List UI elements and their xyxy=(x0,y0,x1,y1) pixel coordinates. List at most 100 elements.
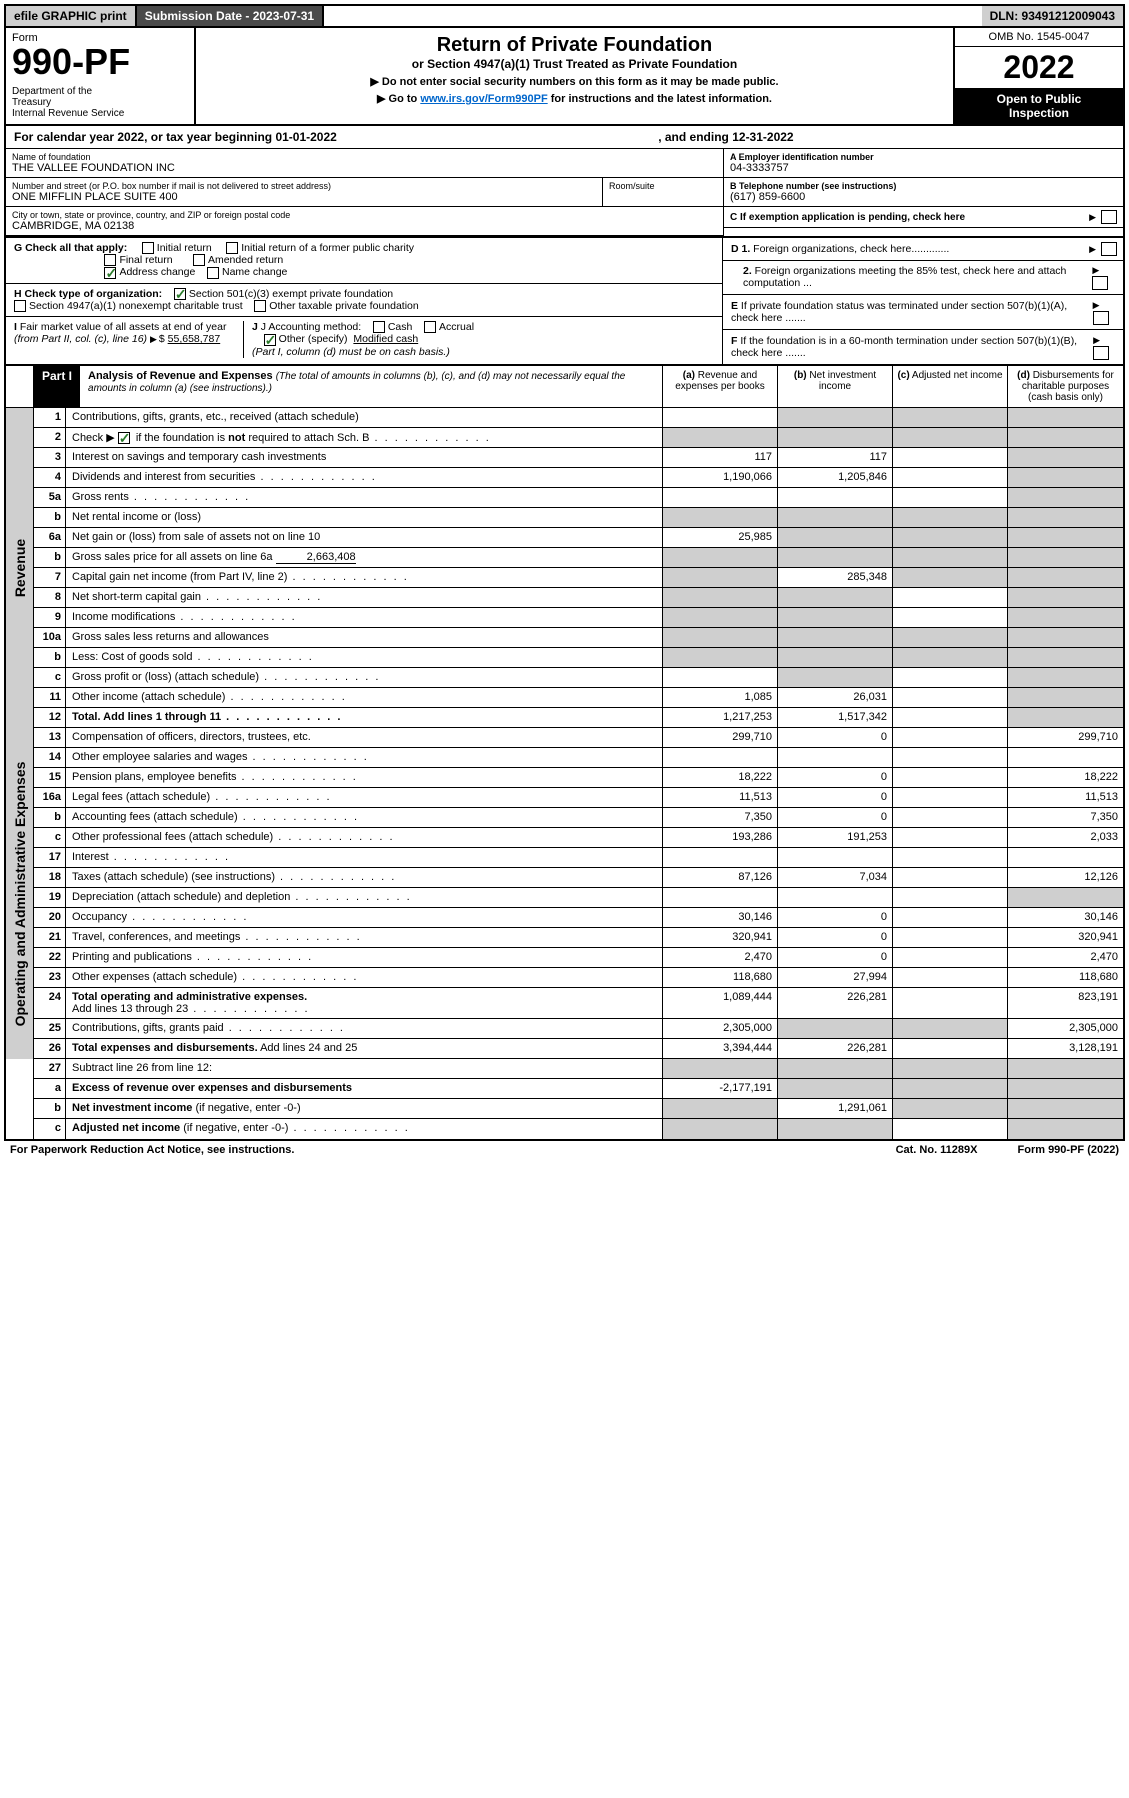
c-label: C If exemption application is pending, c… xyxy=(730,212,965,223)
instr-pre: ▶ Go to xyxy=(377,93,420,105)
footer-left: For Paperwork Reduction Act Notice, see … xyxy=(10,1144,294,1156)
ij-row: I Fair market value of all assets at end… xyxy=(6,317,722,361)
name-cell: Name of foundation THE VALLEE FOUNDATION… xyxy=(6,149,723,178)
phone-label: B Telephone number (see instructions) xyxy=(730,181,1117,191)
room-label: Room/suite xyxy=(609,181,717,191)
part-i-header-row: Part I Analysis of Revenue and Expenses … xyxy=(6,366,1123,408)
arrow-icon xyxy=(1092,264,1101,276)
expenses-side: Operating and Administrative Expenses xyxy=(6,728,34,1059)
j-cell: J J Accounting method: Cash Accrual Othe… xyxy=(244,321,714,357)
col-c-head: (c) Adjusted net income xyxy=(893,366,1008,407)
g-name-chk[interactable] xyxy=(207,267,219,279)
h-501c3: Section 501(c)(3) exempt private foundat… xyxy=(189,288,393,300)
ein-cell: A Employer identification number 04-3333… xyxy=(724,149,1123,178)
checks-section: G Check all that apply: Initial return I… xyxy=(6,238,1123,364)
j-cash: Cash xyxy=(388,321,413,333)
addr-label: Number and street (or P.O. box number if… xyxy=(12,181,596,191)
row-19: 19Depreciation (attach schedule) and dep… xyxy=(34,888,1123,908)
form-link[interactable]: www.irs.gov/Form990PF xyxy=(420,93,547,105)
j-other-chk[interactable] xyxy=(264,334,276,346)
col-a-head: (a) Revenue and expenses per books xyxy=(663,366,778,407)
tax-year: 2022 xyxy=(955,47,1123,88)
g-label: G Check all that apply: xyxy=(14,242,127,254)
g-address-chk[interactable] xyxy=(104,267,116,279)
address-cell: Number and street (or P.O. box number if… xyxy=(6,178,603,207)
f-row: F If the foundation is in a 60-month ter… xyxy=(723,330,1123,364)
row-6a: 6aNet gain or (loss) from sale of assets… xyxy=(34,528,1123,548)
row-12: 12Total. Add lines 1 through 111,217,253… xyxy=(34,708,1123,728)
j-cash-chk[interactable] xyxy=(373,321,385,333)
row-24: 24Total operating and administrative exp… xyxy=(34,988,1123,1019)
form-title: Return of Private Foundation xyxy=(206,34,943,57)
row-27a: aExcess of revenue over expenses and dis… xyxy=(34,1079,1123,1099)
room-cell: Room/suite xyxy=(603,178,723,207)
department: Department of theTreasuryInternal Revenu… xyxy=(12,86,188,119)
i-cell: I Fair market value of all assets at end… xyxy=(14,321,244,357)
row-20: 20Occupancy30,146030,146 xyxy=(34,908,1123,928)
c-exemption-cell: C If exemption application is pending, c… xyxy=(724,207,1123,228)
page-footer: For Paperwork Reduction Act Notice, see … xyxy=(4,1141,1125,1159)
calendar-year-row: For calendar year 2022, or tax year begi… xyxy=(6,126,1123,149)
ein-label: A Employer identification number xyxy=(730,152,1117,162)
open-public: Open to PublicInspection xyxy=(955,88,1123,124)
row-18: 18Taxes (attach schedule) (see instructi… xyxy=(34,868,1123,888)
revenue-side: Revenue xyxy=(6,408,34,728)
row-26: 26Total expenses and disbursements. Add … xyxy=(34,1039,1123,1059)
h-row: H Check type of organization: Section 50… xyxy=(6,284,722,317)
f-checkbox[interactable] xyxy=(1093,346,1109,360)
h-4947-chk[interactable] xyxy=(14,300,26,312)
d1-checkbox[interactable] xyxy=(1101,242,1117,256)
row-8: 8Net short-term capital gain xyxy=(34,588,1123,608)
row-16b: bAccounting fees (attach schedule)7,3500… xyxy=(34,808,1123,828)
form-header: Form 990-PF Department of theTreasuryInt… xyxy=(6,28,1123,126)
row-9: 9Income modifications xyxy=(34,608,1123,628)
row-15: 15Pension plans, employee benefits18,222… xyxy=(34,768,1123,788)
col-d-head: (d) Disbursements for charitable purpose… xyxy=(1008,366,1123,407)
header-mid: Return of Private Foundation or Section … xyxy=(196,28,953,124)
cal-end: , and ending 12-31-2022 xyxy=(658,130,793,144)
addr-value: ONE MIFFLIN PLACE SUITE 400 xyxy=(12,191,596,203)
row-10a: 10aGross sales less returns and allowanc… xyxy=(34,628,1123,648)
row-5a: 5aGross rents xyxy=(34,488,1123,508)
part-i-title: Analysis of Revenue and Expenses xyxy=(88,370,273,382)
g-row: G Check all that apply: Initial return I… xyxy=(6,238,722,284)
d1-row: D 1. Foreign organizations, check here..… xyxy=(723,238,1123,261)
g-initial-former-chk[interactable] xyxy=(226,242,238,254)
row-3: 3Interest on savings and temporary cash … xyxy=(34,448,1123,468)
row-27: 27Subtract line 26 from line 12: xyxy=(34,1059,1123,1079)
g-final: Final return xyxy=(119,254,172,266)
row-7: 7Capital gain net income (from Part IV, … xyxy=(34,568,1123,588)
g-amended-chk[interactable] xyxy=(193,254,205,266)
row-13: 13Compensation of officers, directors, t… xyxy=(34,728,1123,748)
row-22: 22Printing and publications2,47002,470 xyxy=(34,948,1123,968)
d2-row: 2. Foreign organizations meeting the 85%… xyxy=(723,260,1123,295)
e-checkbox[interactable] xyxy=(1093,311,1109,325)
schb-chk[interactable] xyxy=(118,432,130,444)
row-5b: bNet rental income or (loss) xyxy=(34,508,1123,528)
g-initial-former: Initial return of a former public charit… xyxy=(241,242,414,254)
col-b-head: (b) Net investment income xyxy=(778,366,893,407)
city-label: City or town, state or province, country… xyxy=(12,210,717,220)
row-6b: bGross sales price for all assets on lin… xyxy=(34,548,1123,568)
j-accrual-chk[interactable] xyxy=(424,321,436,333)
form-subtitle: or Section 4947(a)(1) Trust Treated as P… xyxy=(206,57,943,71)
revenue-label: Revenue xyxy=(12,539,28,597)
row-2: 2Check ▶ if the foundation is not requir… xyxy=(34,428,1123,448)
arrow-icon xyxy=(1093,334,1102,346)
g-address: Address change xyxy=(119,266,195,278)
instr-goto: ▶ Go to www.irs.gov/Form990PF for instru… xyxy=(206,92,943,105)
form-container: efile GRAPHIC print Submission Date - 20… xyxy=(4,4,1125,1141)
part-i-desc: Analysis of Revenue and Expenses (The to… xyxy=(80,366,662,407)
h-501c3-chk[interactable] xyxy=(174,288,186,300)
h-other-chk[interactable] xyxy=(254,300,266,312)
city-value: CAMBRIDGE, MA 02138 xyxy=(12,220,717,232)
g-initial-chk[interactable] xyxy=(142,242,154,254)
entity-info: Name of foundation THE VALLEE FOUNDATION… xyxy=(6,149,1123,238)
h-label: H Check type of organization: xyxy=(14,288,162,300)
c-checkbox[interactable] xyxy=(1101,210,1117,224)
efile-print-label[interactable]: efile GRAPHIC print xyxy=(6,6,137,26)
arrow-icon xyxy=(1093,299,1102,311)
row-10c: cGross profit or (loss) (attach schedule… xyxy=(34,668,1123,688)
h-other: Other taxable private foundation xyxy=(269,300,418,312)
d2-checkbox[interactable] xyxy=(1092,276,1108,290)
